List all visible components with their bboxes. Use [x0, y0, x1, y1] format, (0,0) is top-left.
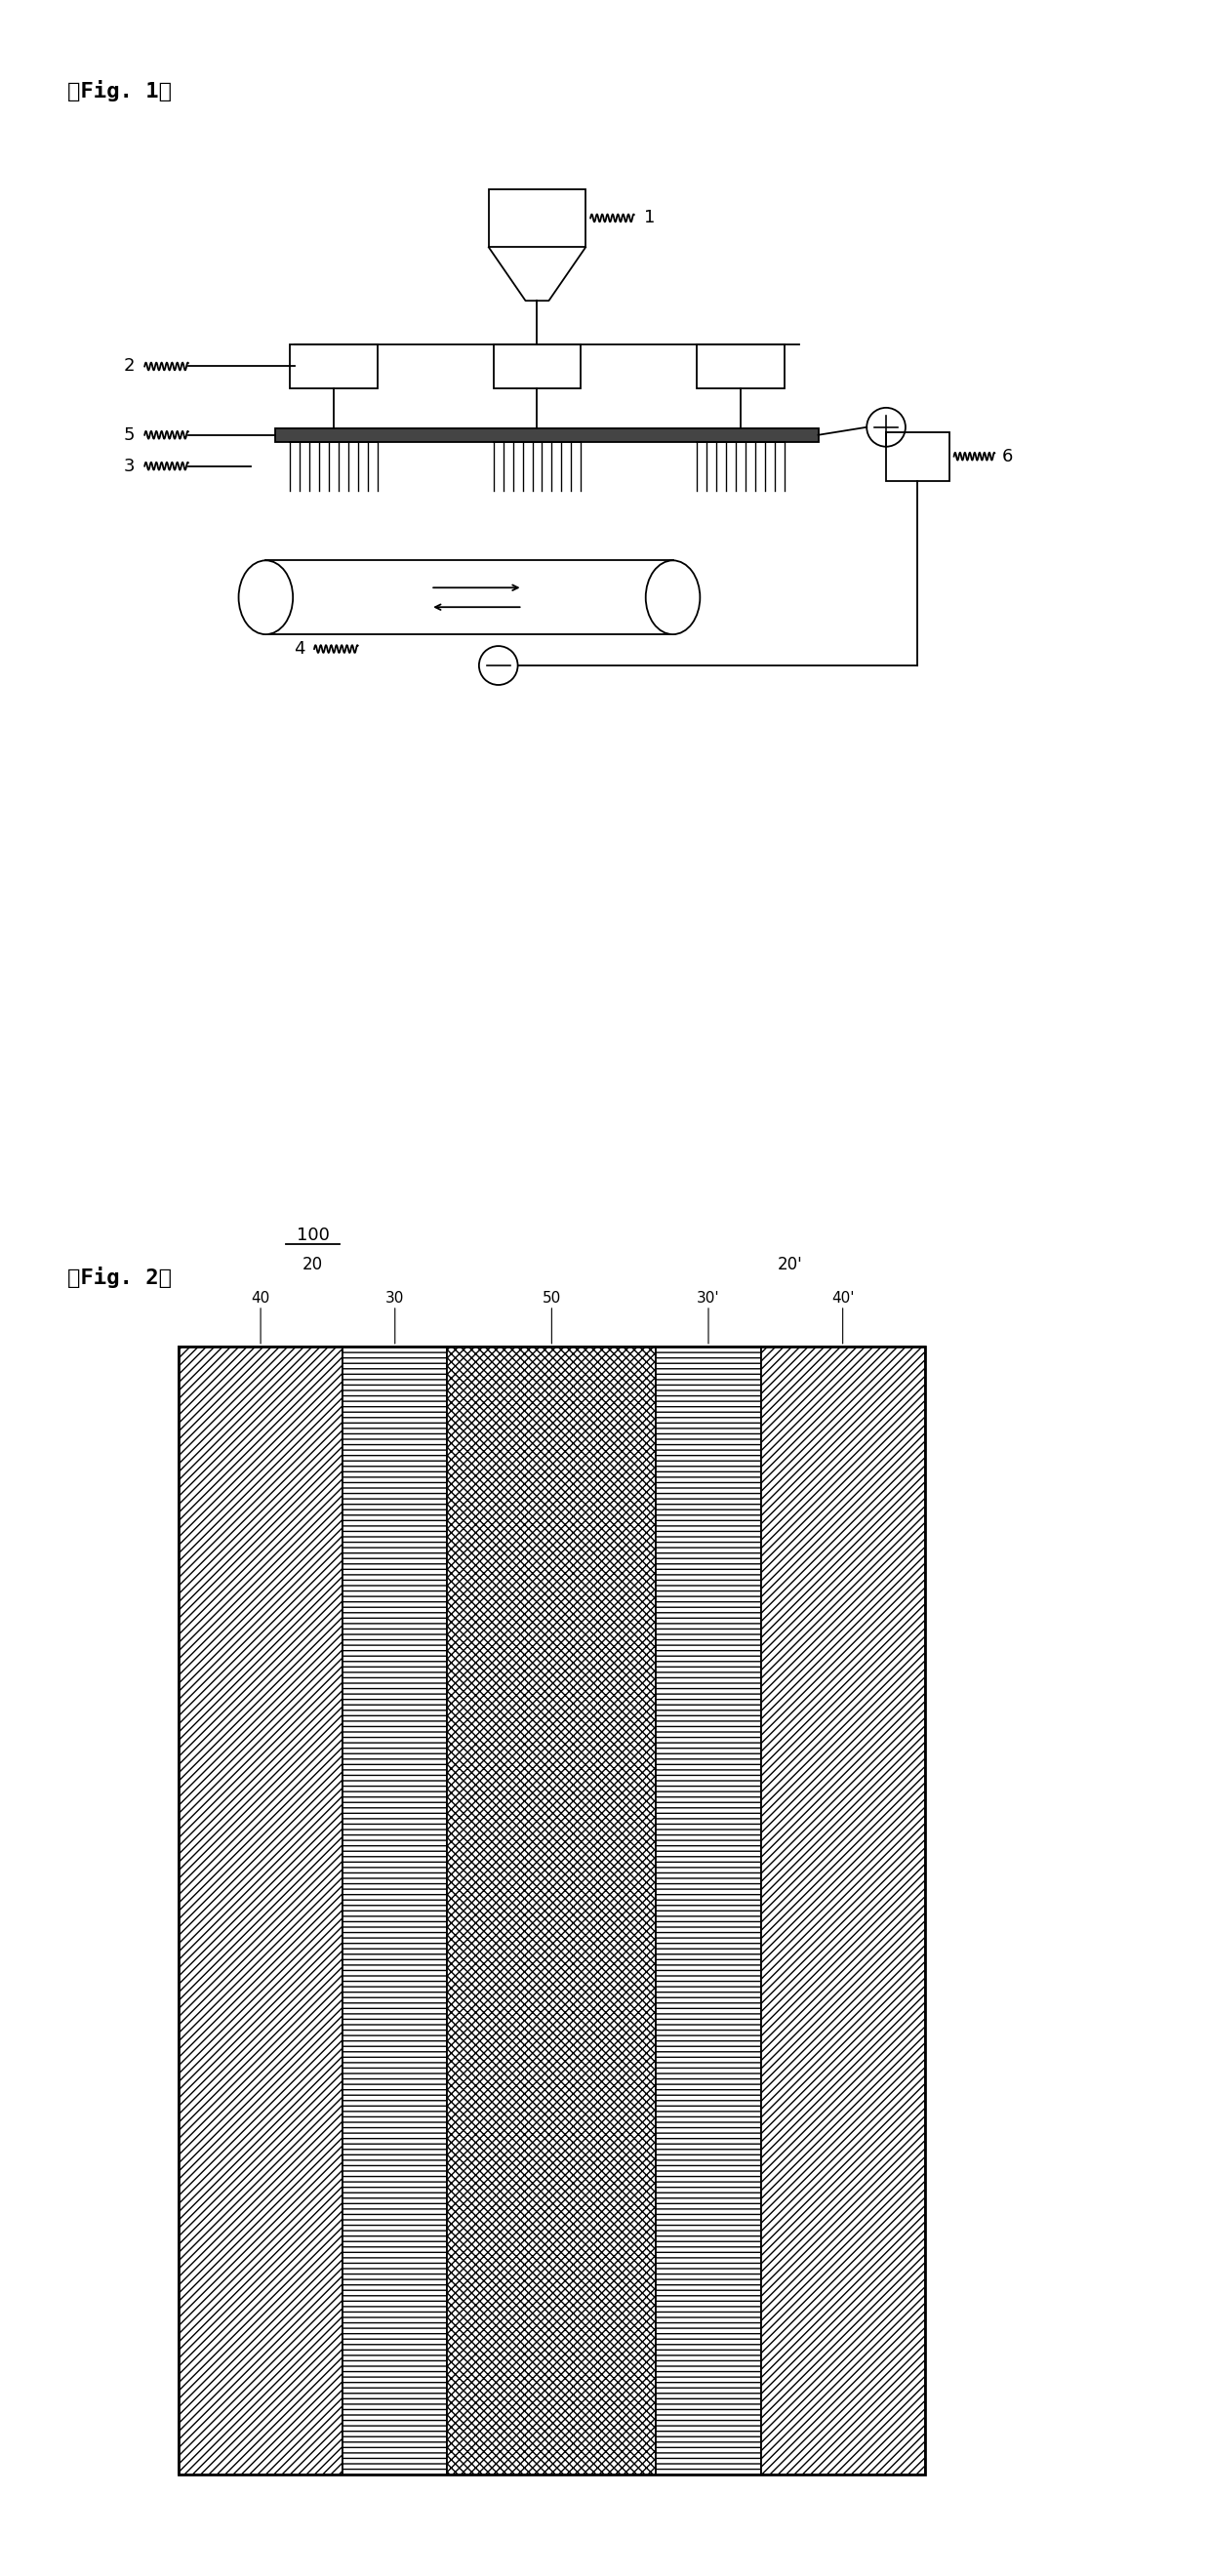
- Bar: [276, 428, 818, 440]
- Bar: [761, 1347, 924, 2476]
- Text: 4: 4: [293, 641, 305, 657]
- Text: 3: 3: [123, 459, 134, 474]
- Bar: [448, 1347, 656, 2476]
- Bar: [266, 562, 673, 634]
- Bar: [290, 345, 378, 389]
- Text: 1: 1: [644, 209, 655, 227]
- Text: 50: 50: [542, 1291, 561, 1306]
- Text: 100: 100: [296, 1226, 329, 1244]
- Text: 6: 6: [1002, 448, 1014, 466]
- Text: 30': 30': [697, 1291, 720, 1306]
- Bar: [342, 1347, 448, 2476]
- Text: 40: 40: [252, 1291, 270, 1306]
- Bar: [656, 1347, 761, 2476]
- Bar: [489, 188, 586, 247]
- Text: 40': 40': [831, 1291, 854, 1306]
- Bar: [179, 1347, 342, 2476]
- Text: 【Fig. 2】: 【Fig. 2】: [67, 1267, 172, 1288]
- Bar: [886, 433, 949, 482]
- Text: 2: 2: [123, 358, 134, 376]
- Text: 20: 20: [302, 1257, 323, 1273]
- Text: 5: 5: [123, 425, 134, 443]
- Text: 30: 30: [386, 1291, 404, 1306]
- Text: 20': 20': [778, 1257, 803, 1273]
- Bar: [179, 1347, 924, 2476]
- Text: 【Fig. 1】: 【Fig. 1】: [67, 80, 172, 100]
- Bar: [697, 345, 784, 389]
- Bar: [494, 345, 581, 389]
- Ellipse shape: [646, 562, 701, 634]
- Ellipse shape: [238, 562, 293, 634]
